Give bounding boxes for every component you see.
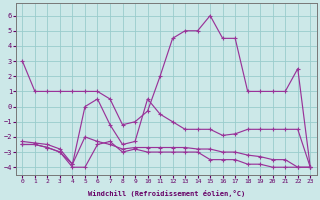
X-axis label: Windchill (Refroidissement éolien,°C): Windchill (Refroidissement éolien,°C) (88, 190, 245, 197)
